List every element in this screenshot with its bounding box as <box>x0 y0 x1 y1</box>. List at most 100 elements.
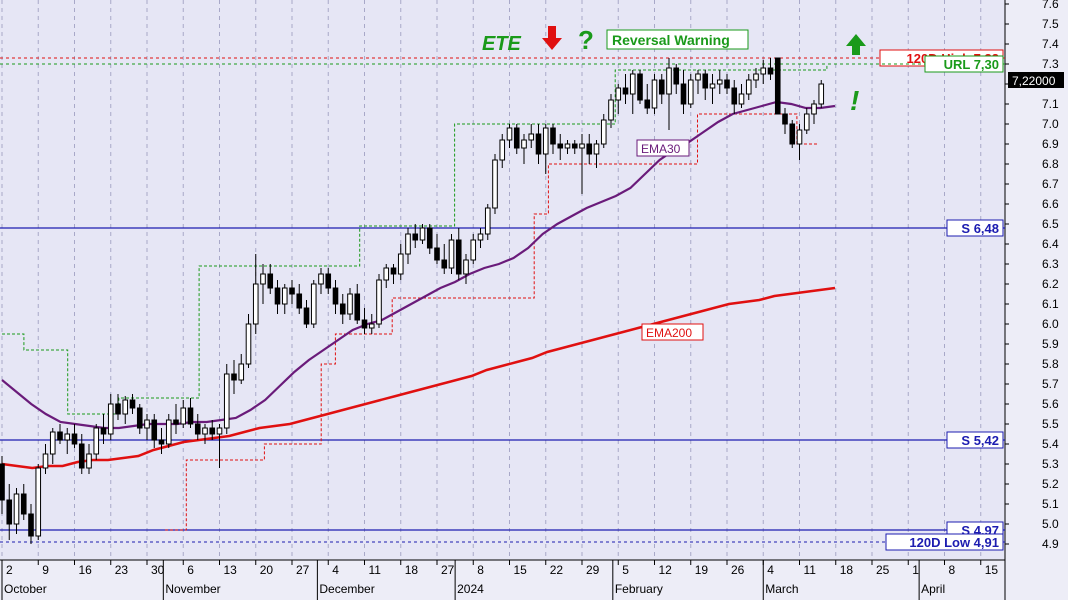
candle-up <box>165 419 172 445</box>
y-tick-label: 6.2 <box>1042 277 1059 291</box>
candle-down <box>78 443 85 469</box>
ema200-line <box>1 286 836 470</box>
support-label: S 5,42 <box>961 433 999 448</box>
candle-down <box>774 57 781 115</box>
y-tick-label: 7.6 <box>1042 0 1059 11</box>
x-tick-label: 12 <box>659 563 673 577</box>
x-tick-label: 18 <box>840 563 854 577</box>
candle-down <box>637 73 643 101</box>
candle-up <box>521 139 527 149</box>
y-tick-label: 5.3 <box>1042 457 1059 471</box>
x-tick-label: 27 <box>296 563 310 577</box>
candle-up <box>107 403 114 435</box>
x-tick-label: 20 <box>260 563 274 577</box>
x-tick-label: 4 <box>767 563 774 577</box>
candle-down <box>658 79 665 95</box>
candle-down <box>231 373 237 381</box>
candle-up <box>368 323 375 329</box>
candle-down <box>20 493 27 515</box>
axis-background <box>1005 0 1068 600</box>
candle-up <box>347 293 353 315</box>
up-arrow-icon <box>846 34 866 55</box>
reversal-warning-label: Reversal Warning <box>612 32 730 48</box>
x-tick-label: 11 <box>369 563 382 577</box>
candle-down <box>571 143 578 149</box>
candle-up <box>687 79 694 105</box>
candle-up <box>738 93 745 105</box>
annotations: ETE ? Reversal Warning ! <box>482 25 866 116</box>
candle-down <box>390 267 397 275</box>
candle-up <box>695 73 701 81</box>
candle-up <box>13 493 20 525</box>
y-tick-label: 5.2 <box>1042 477 1059 491</box>
x-tick-label: 18 <box>405 563 419 577</box>
y-tick-label: 6.1 <box>1042 297 1059 311</box>
exclamation-mark: ! <box>850 85 859 116</box>
candle-up <box>753 73 759 81</box>
y-tick-label: 5.8 <box>1042 357 1059 371</box>
candle-down <box>513 127 520 149</box>
down-arrow-icon <box>542 26 562 50</box>
lower-band-line <box>165 113 819 531</box>
y-tick-label: 5.6 <box>1042 397 1059 411</box>
candle-up <box>506 127 513 141</box>
x-tick-label: 8 <box>949 563 956 577</box>
month-label: December <box>319 582 374 596</box>
candle-down <box>702 73 709 89</box>
candle-up <box>470 239 477 261</box>
candle-down <box>789 123 796 145</box>
ema30-label-box <box>636 139 690 157</box>
x-tick-label: 15 <box>985 563 999 577</box>
x-tick-label: 19 <box>695 563 709 577</box>
y-tick-label: 6.6 <box>1042 197 1059 211</box>
candle-up <box>811 103 817 115</box>
y-tick-label: 6.8 <box>1042 157 1059 171</box>
x-tick-label: 4 <box>332 563 339 577</box>
y-axis: 7.67.57.47.37.27.17.06.96.86.76.66.56.46… <box>1004 0 1059 600</box>
candle-up <box>383 267 390 281</box>
x-axis: 2 9 16 23 30 6 13 20 27 4 11 18 27 8 15 22 29 5 12 19 26 4 11 1… <box>0 559 1005 600</box>
support-box <box>946 219 1004 237</box>
candle-up <box>144 419 150 429</box>
candle-up <box>419 227 426 241</box>
candle-up <box>397 253 404 275</box>
low-120d-label: 120D Low 4,91 <box>909 535 999 550</box>
y-tick-label: 6.4 <box>1042 237 1059 251</box>
candle-up <box>564 143 571 149</box>
ema200-label: EMA200 <box>646 326 692 340</box>
x-tick-label: 6 <box>187 563 194 577</box>
y-tick-label: 7.3 <box>1042 57 1059 71</box>
ema30-label: EMA30 <box>641 142 681 156</box>
candle-down <box>158 439 165 445</box>
candle-down <box>673 67 680 85</box>
candle-down <box>332 287 339 305</box>
y-tick-label: 7.5 <box>1042 17 1059 31</box>
y-tick-label: 7.1 <box>1042 97 1059 111</box>
candle-up <box>463 259 469 275</box>
candle-down <box>296 293 303 309</box>
candle-down <box>129 399 136 409</box>
candle-up <box>405 233 411 255</box>
candle-down <box>115 403 121 415</box>
candle-up <box>35 467 42 537</box>
url-box <box>924 55 1004 73</box>
ete-label: ETE <box>482 33 522 55</box>
candle-down <box>557 143 564 149</box>
y-tick-label: 5.5 <box>1042 417 1059 431</box>
y-tick-label: 5.0 <box>1042 517 1059 531</box>
candle-up <box>796 129 803 145</box>
candle-down <box>28 513 34 537</box>
x-tick-label: 9 <box>42 563 49 577</box>
x-tick-label: 15 <box>514 563 528 577</box>
candle-down <box>325 273 332 289</box>
month-label: October <box>4 582 47 596</box>
candle-down <box>724 79 730 89</box>
candle-down <box>303 307 310 325</box>
candle-down <box>535 133 542 155</box>
candle-down <box>209 427 216 435</box>
candle-down <box>731 87 738 105</box>
last-price-label: 7,22000 <box>1012 74 1056 88</box>
candle-down <box>680 83 687 105</box>
